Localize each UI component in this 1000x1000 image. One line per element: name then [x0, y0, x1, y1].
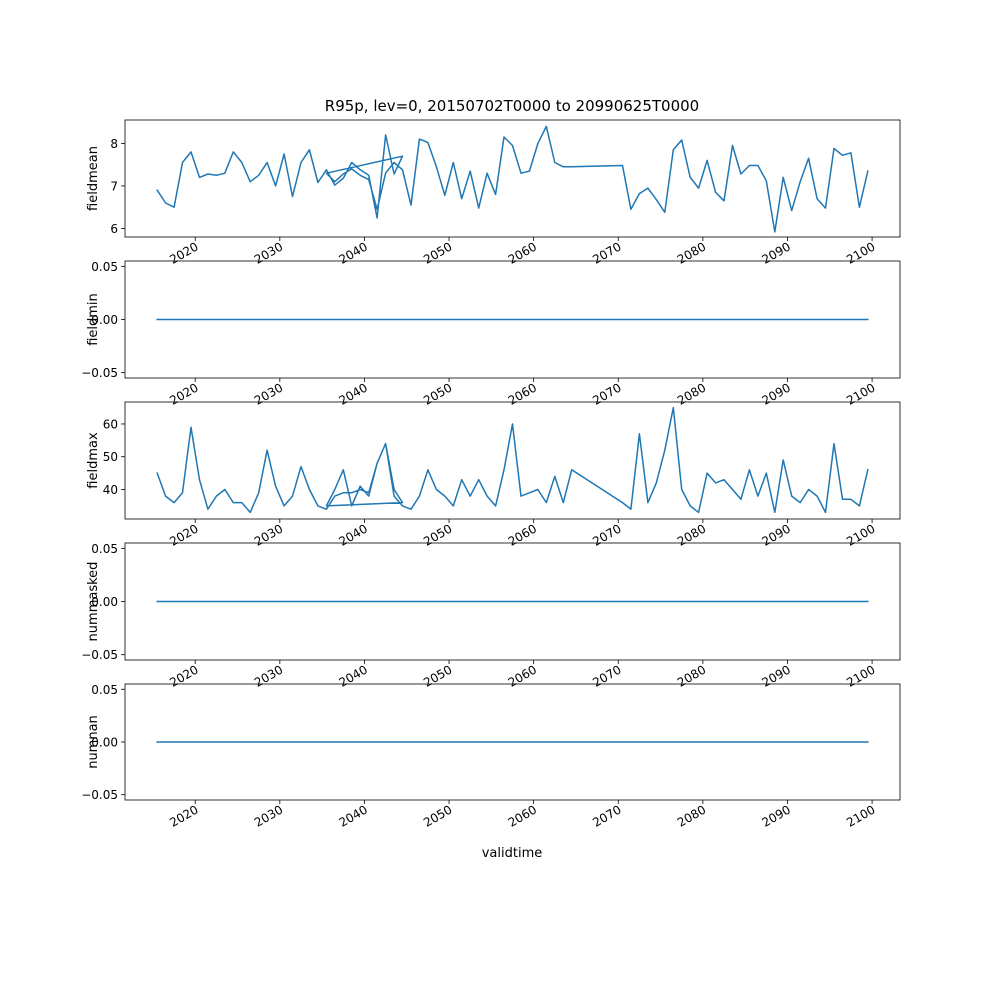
- x-tick-label: 2040: [336, 380, 369, 407]
- x-tick-label: 2100: [844, 521, 877, 548]
- y-tick-label: 0.05: [91, 542, 118, 556]
- x-tick-label: 2040: [336, 239, 369, 266]
- series-line-fieldmax: [156, 406, 869, 514]
- x-tick-label: 2030: [252, 380, 285, 407]
- x-tick-label: 2060: [506, 239, 539, 266]
- y-tick-label: −0.05: [81, 788, 118, 802]
- x-tick-label: 2090: [760, 239, 793, 266]
- x-tick-label: 2080: [675, 521, 708, 548]
- x-tick-label: 2020: [167, 802, 200, 829]
- y-axis-label-numnan: numnan: [86, 715, 101, 769]
- x-tick-label: 2070: [590, 380, 623, 407]
- x-tick-label: 2050: [421, 380, 454, 407]
- x-tick-label: 2070: [590, 521, 623, 548]
- x-tick-label: 2090: [760, 802, 793, 829]
- y-tick-label: −0.05: [81, 366, 118, 380]
- x-tick-label: 2030: [252, 802, 285, 829]
- y-tick-label: 0.00: [91, 736, 118, 750]
- y-tick-label: 7: [110, 179, 118, 193]
- x-tick-label: 2070: [590, 239, 623, 266]
- x-tick-label: 2040: [336, 662, 369, 689]
- y-tick-label: 60: [103, 417, 118, 431]
- x-tick-label: 2050: [421, 662, 454, 689]
- y-tick-label: 8: [110, 137, 118, 151]
- y-tick-label: 6: [110, 222, 118, 236]
- x-tick-label: 2040: [336, 521, 369, 548]
- panel-fieldmean: 6 7 8 2020 2030 2040 2050 2060 2070 2080 2090 2100 f…: [86, 119, 901, 267]
- x-tick-label: 2080: [675, 802, 708, 829]
- x-tick-label: 2030: [252, 662, 285, 689]
- axes-frame-fieldmax: [124, 401, 901, 520]
- x-tick-label: 2090: [760, 380, 793, 407]
- y-tick-label: 0.05: [91, 683, 118, 697]
- figure-title: R95p, lev=0, 20150702T0000 to 20990625T0…: [325, 97, 699, 115]
- y-axis-label-fieldmean: fieldmean: [86, 146, 101, 211]
- x-tick-label: 2060: [506, 380, 539, 407]
- x-tick-label: 2100: [844, 239, 877, 266]
- panel-nummasked: 0.05 0.00 −0.05 2020 2030 2040 2050 2060 2070 208…: [81, 542, 901, 690]
- x-tick-label: 2080: [675, 380, 708, 407]
- x-tick-label: 2040: [336, 802, 369, 829]
- x-tick-label: 2100: [844, 802, 877, 829]
- x-tick-label: 2020: [167, 521, 200, 548]
- panel-fieldmin: 0.05 0.00 −0.05 2020 2030 2040 2050 2060 2070 208…: [81, 260, 901, 408]
- x-tick-label: 2090: [760, 662, 793, 689]
- axes-frame-fieldmean: [124, 119, 901, 238]
- y-axis-label-nummasked: nummasked: [86, 562, 101, 642]
- x-tick-label: 2070: [590, 802, 623, 829]
- x-tick-label: 2080: [675, 239, 708, 266]
- y-tick-label: 0.00: [91, 595, 118, 609]
- panel-fieldmax: 40 50 60 2020 2030 2040 2050 2060 2070 2080 2090 21…: [86, 401, 901, 549]
- x-tick-label: 2070: [590, 662, 623, 689]
- x-tick-label: 2080: [675, 662, 708, 689]
- x-tick-label: 2030: [252, 239, 285, 266]
- x-tick-label: 2030: [252, 521, 285, 548]
- y-tick-label: 0.00: [91, 313, 118, 327]
- x-tick-label: 2100: [844, 380, 877, 407]
- x-tick-label: 2020: [167, 380, 200, 407]
- x-tick-label: 2060: [506, 662, 539, 689]
- y-tick-label: 50: [103, 450, 118, 464]
- x-tick-label: 2060: [506, 521, 539, 548]
- y-tick-label: 40: [103, 483, 118, 497]
- x-tick-label: 2050: [421, 802, 454, 829]
- y-tick-label: 0.05: [91, 260, 118, 274]
- x-tick-label: 2100: [844, 662, 877, 689]
- x-tick-label: 2050: [421, 239, 454, 266]
- x-tick-label: 2050: [421, 521, 454, 548]
- x-tick-label: 2020: [167, 662, 200, 689]
- x-tick-label: 2090: [760, 521, 793, 548]
- x-tick-label: 2060: [506, 802, 539, 829]
- x-tick-label: 2020: [167, 239, 200, 266]
- panel-numnan: 0.05 0.00 −0.05 2020 2030 2040 2050 2060 2070 208…: [81, 683, 901, 830]
- series-line-fieldmean: [156, 125, 869, 233]
- y-axis-label-fieldmax: fieldmax: [86, 432, 101, 489]
- y-tick-label: −0.05: [81, 648, 118, 662]
- x-axis-label: validtime: [482, 846, 543, 861]
- y-axis-label-fieldmin: fieldmin: [86, 293, 101, 346]
